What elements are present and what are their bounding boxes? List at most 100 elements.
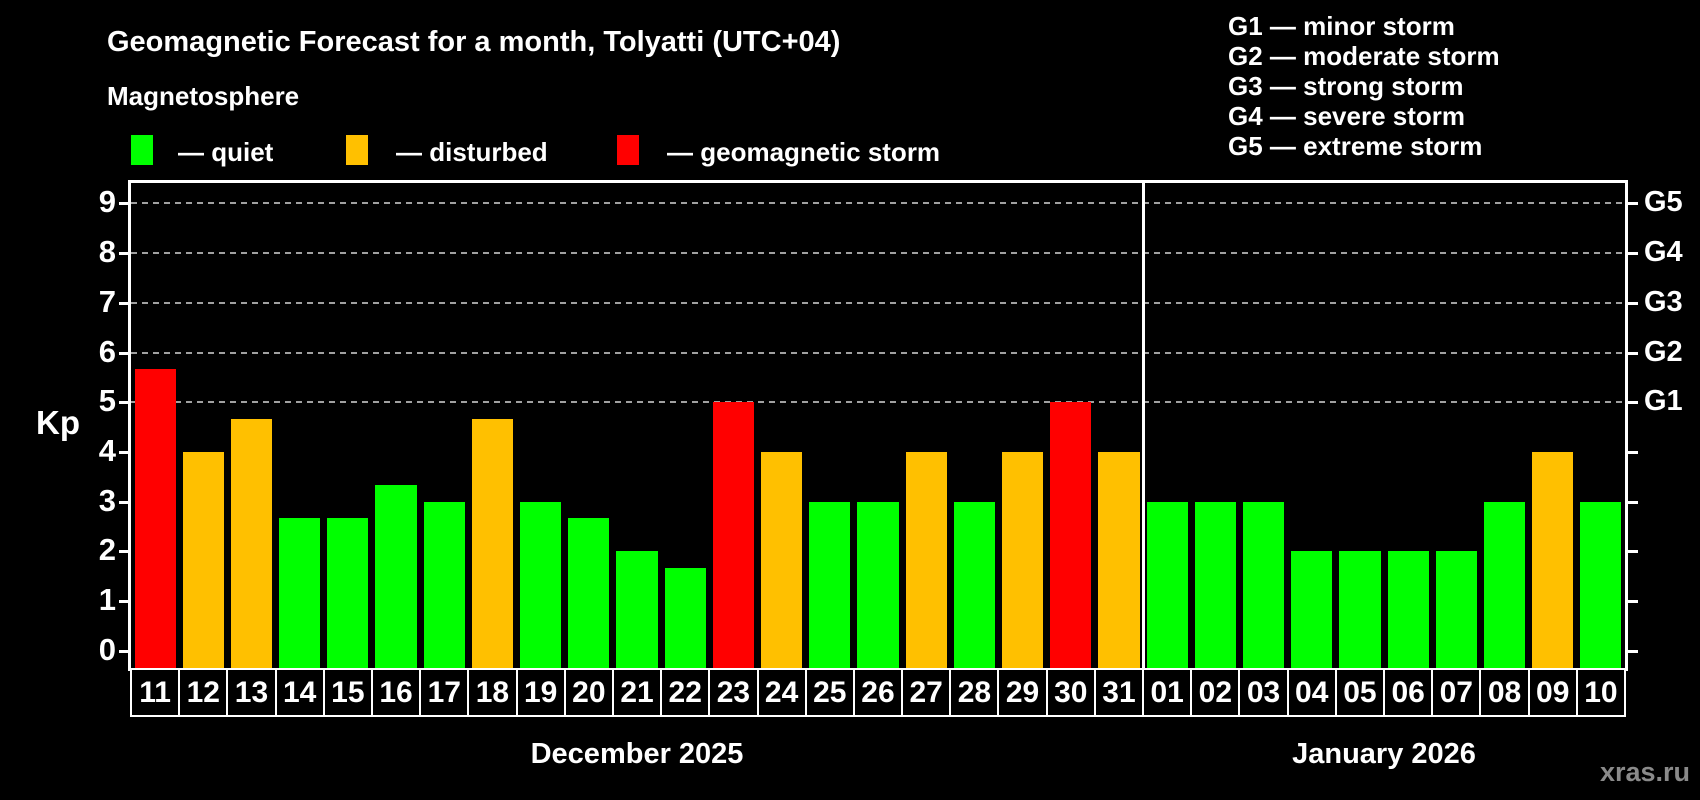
day-label-box: 19	[515, 668, 566, 717]
kp-bar-december-16	[375, 485, 417, 668]
kp-bar-december-13	[230, 418, 273, 668]
y-axis-title: Kp	[36, 404, 80, 441]
kp-bar-january-06	[1387, 551, 1429, 668]
y-axis-label-0: 0	[98, 631, 116, 667]
kp-bar-january-01	[1146, 501, 1188, 668]
month-label-0: December 2025	[530, 738, 744, 770]
day-label-box: 30	[1045, 668, 1096, 717]
y-axis-tick-right	[1625, 202, 1638, 206]
kp-bar-january-02	[1194, 501, 1236, 668]
right-axis-label-g4: G4	[1644, 236, 1683, 269]
gridline-kp5	[131, 401, 1625, 404]
disturbed-swatch-icon	[346, 135, 368, 165]
y-axis-label-9: 9	[98, 184, 116, 220]
day-label-box: 01	[1142, 668, 1193, 717]
y-axis-tick-right	[1625, 649, 1638, 653]
day-label-box: 17	[419, 668, 470, 717]
kp-bar-december-18	[471, 418, 514, 668]
y-axis-tick-left	[119, 500, 131, 504]
kp-bar-december-27	[905, 451, 947, 668]
y-axis-tick-left	[119, 401, 131, 405]
y-axis-tick-right	[1625, 450, 1638, 454]
kp-bar-january-10	[1580, 501, 1622, 668]
y-axis-label-3: 3	[98, 482, 116, 518]
kp-bar-december-11	[134, 368, 176, 668]
y-axis-tick-left	[119, 649, 131, 653]
day-label-box: 04	[1286, 668, 1337, 717]
g5-legend-line: G5 — extreme storm	[1228, 131, 1483, 161]
y-axis-tick-left	[119, 450, 131, 454]
kp-bar-december-26	[857, 501, 899, 668]
g1-legend-line: G1 — minor storm	[1228, 11, 1455, 41]
kp-bar-december-30	[1050, 402, 1092, 668]
storm-swatch-icon	[617, 135, 639, 165]
y-axis-label-8: 8	[98, 234, 116, 270]
kp-bar-december-17	[423, 501, 465, 668]
kp-bar-december-12	[182, 451, 224, 668]
day-label-box: 10	[1575, 668, 1626, 717]
day-label-box: 02	[1190, 668, 1241, 717]
y-axis-label-6: 6	[98, 333, 116, 369]
g3-legend-line: G3 — strong storm	[1228, 71, 1464, 101]
g4-legend-line: G4 — severe storm	[1228, 101, 1466, 131]
day-label-box: 08	[1479, 668, 1530, 717]
disturbed-legend-label: — disturbed	[396, 137, 548, 167]
right-axis-label-g2: G2	[1644, 335, 1683, 368]
page-title: Geomagnetic Forecast for a month, Tolyat…	[107, 26, 841, 58]
day-label-box: 11	[130, 668, 181, 717]
storm-scale-legend: G1 — minor storm G2 — moderate storm G3 …	[1228, 11, 1500, 161]
g2-legend-line: G2 — moderate storm	[1228, 41, 1500, 71]
kp-bar-january-04	[1291, 551, 1333, 668]
quiet-legend-label: — quiet	[178, 137, 274, 167]
right-axis-label-g3: G3	[1644, 285, 1683, 318]
day-label-box: 16	[370, 668, 422, 717]
day-label-box: 25	[804, 668, 855, 717]
y-axis-label-7: 7	[98, 283, 116, 319]
day-label-box: 14	[274, 668, 325, 717]
day-label-box: 27	[901, 668, 952, 717]
y-axis-label-2: 2	[98, 532, 116, 568]
magnetosphere-heading: Magnetosphere	[107, 81, 300, 111]
y-axis-label-1: 1	[98, 582, 116, 617]
y-axis-tick-right	[1625, 500, 1638, 504]
gridline-kp8	[131, 252, 1625, 255]
day-label-box: 06	[1383, 668, 1434, 717]
day-label-box: 31	[1093, 668, 1145, 717]
kp-bar-december-31	[1098, 451, 1140, 668]
day-label-box: 20	[563, 668, 614, 717]
y-axis-tick-left	[119, 600, 131, 603]
day-label-box: 18	[467, 668, 518, 717]
day-label-box: 15	[322, 668, 373, 717]
day-label-box: 09	[1527, 668, 1578, 717]
kp-bar-december-22	[664, 567, 706, 668]
day-label-box: 07	[1431, 668, 1482, 717]
day-label-box: 22	[660, 668, 711, 717]
kp-bar-december-25	[809, 501, 851, 668]
y-axis-tick-right	[1625, 351, 1638, 355]
y-axis-tick-right	[1625, 252, 1638, 256]
kp-bar-january-08	[1483, 501, 1526, 668]
day-label-box: 26	[852, 668, 904, 717]
kp-bar-december-28	[953, 501, 995, 668]
kp-bar-december-14	[279, 518, 321, 668]
day-label-box: 12	[178, 668, 229, 717]
day-label-box: 05	[1334, 668, 1386, 717]
kp-bar-january-03	[1242, 501, 1285, 668]
month-label-1: January 2026	[1292, 738, 1476, 770]
day-label-box: 21	[611, 668, 663, 717]
kp-bar-december-15	[327, 518, 369, 668]
y-axis-tick-right	[1625, 401, 1638, 405]
day-label-box: 29	[997, 668, 1048, 717]
y-axis-tick-left	[119, 301, 131, 305]
y-axis-label-5: 5	[98, 383, 116, 419]
y-axis-tick-right	[1625, 301, 1638, 305]
y-axis-tick-right	[1625, 550, 1638, 554]
watermark: xras.ru	[1599, 757, 1690, 787]
day-label-box: 03	[1238, 668, 1289, 717]
kp-bar-december-21	[616, 551, 658, 668]
quiet-swatch-icon	[131, 135, 153, 165]
kp-bar-january-09	[1532, 451, 1574, 668]
y-axis-tick-left	[119, 550, 131, 554]
kp-bar-january-05	[1339, 551, 1381, 668]
